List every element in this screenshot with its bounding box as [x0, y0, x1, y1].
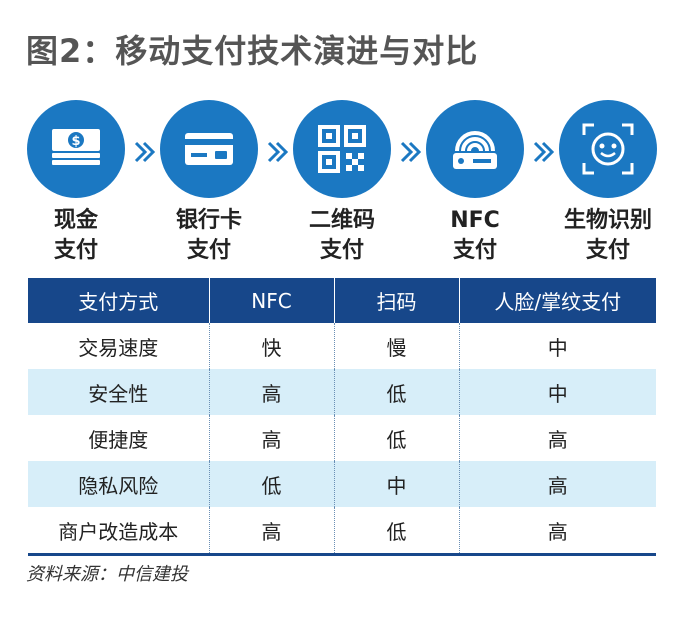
svg-text:$: $	[71, 134, 80, 149]
table-row: 交易速度 快 慢 中	[28, 323, 656, 369]
evolution-flow: $ 现金 支付 银行卡 支付	[0, 100, 688, 270]
chevron-right-icon	[532, 140, 556, 164]
chevron-right-icon	[133, 140, 157, 164]
table-cell: 商户改造成本	[28, 507, 209, 556]
step-label: 银行卡 支付	[175, 208, 242, 263]
step-bank-card: 银行卡 支付	[144, 100, 274, 266]
header-cell: NFC	[208, 278, 334, 323]
table-cell: 低	[333, 415, 459, 461]
table-cell: 高	[208, 507, 334, 556]
table-cell: 高	[458, 507, 656, 556]
step-qr-code: 二维码 支付	[277, 100, 407, 266]
source-note: 资料来源：中信建投	[26, 564, 188, 585]
table-cell: 中	[458, 369, 656, 415]
table-row: 隐私风险 低 中 高	[28, 461, 656, 507]
chevron-right-icon	[266, 140, 290, 164]
bank-card-icon	[185, 133, 233, 165]
table-cell: 隐私风险	[28, 461, 209, 507]
table-cell: 低	[333, 507, 459, 556]
step-circle: $	[27, 100, 125, 198]
table-row: 商户改造成本 高 低 高	[28, 507, 656, 556]
step-circle	[426, 100, 524, 198]
header-cell: 扫码	[333, 278, 459, 323]
table-cell: 低	[208, 461, 334, 507]
chevron-right-icon	[399, 140, 423, 164]
header-cell: 支付方式	[28, 278, 209, 323]
cash-icon: $	[52, 129, 100, 165]
step-label: 二维码 支付	[308, 208, 375, 263]
step-biometric: 生物识别 支付	[543, 100, 673, 266]
nfc-icon	[453, 131, 497, 169]
table-cell: 安全性	[28, 369, 209, 415]
header-cell: 人脸/掌纹支付	[458, 278, 656, 323]
table-cell: 中	[458, 323, 656, 369]
table-row: 便捷度 高 低 高	[28, 415, 656, 461]
table-cell: 便捷度	[88, 427, 149, 452]
table-header-row: 支付方式 NFC 扫码 人脸/掌纹支付	[28, 278, 656, 323]
table-cell: 高	[458, 461, 656, 507]
table-cell: 高	[458, 415, 656, 461]
step-nfc: NFC 支付	[410, 100, 540, 266]
table-cell: 交易速度	[78, 335, 159, 360]
step-circle	[559, 100, 657, 198]
step-circle	[160, 100, 258, 198]
table-cell: 高	[208, 369, 334, 415]
comparison-table: 支付方式 NFC 扫码 人脸/掌纹支付 交易速度 快 慢 中 安全性 高 低 中…	[28, 278, 656, 556]
table-cell: 慢	[333, 323, 459, 369]
step-cash: $ 现金 支付	[11, 100, 141, 266]
page-title: 图2：移动支付技术演进与对比	[26, 32, 479, 70]
face-scan-icon	[582, 123, 634, 175]
qr-code-icon	[318, 125, 366, 173]
table-cell: 快	[208, 323, 334, 369]
table-cell: 中	[333, 461, 459, 507]
table-cell: 高	[208, 415, 334, 461]
table-cell: 低	[333, 369, 459, 415]
step-label: NFC 支付	[450, 208, 500, 263]
step-circle	[293, 100, 391, 198]
step-label: 生物识别 支付	[563, 208, 652, 263]
step-label: 现金 支付	[53, 208, 98, 263]
table-row: 安全性 高 低 中	[28, 369, 656, 415]
